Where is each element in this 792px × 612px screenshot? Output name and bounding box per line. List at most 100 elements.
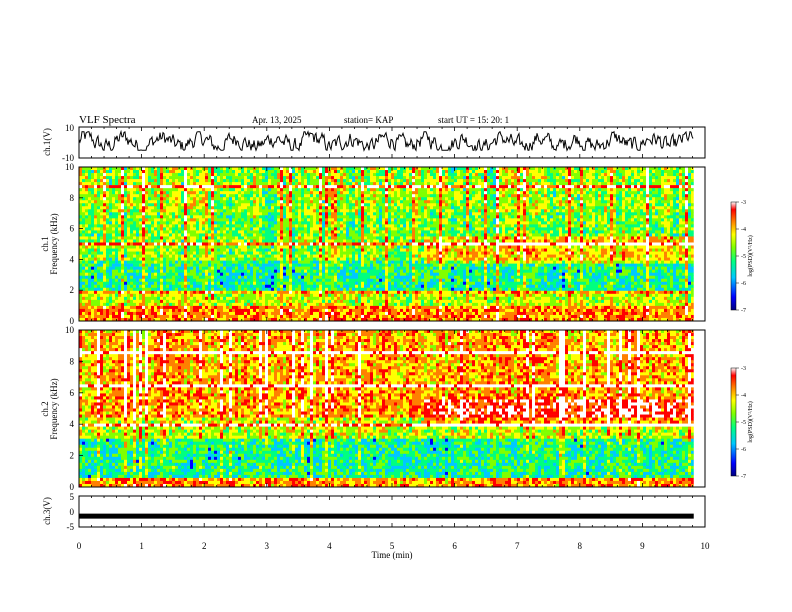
spectrogram-cell (529, 185, 532, 188)
spectrogram-cell (277, 170, 280, 173)
spectrogram-cell (535, 170, 538, 173)
spectrogram-cell (415, 197, 418, 200)
spectrogram-cell (322, 179, 325, 182)
spectrogram-cell (214, 191, 217, 194)
spectrogram-cell (286, 176, 289, 179)
spectrogram-cell (604, 194, 607, 197)
spectrogram-cell (571, 185, 574, 188)
spectrogram-cell (343, 191, 346, 194)
spectrogram-cell (85, 191, 88, 194)
spectrogram-cell (619, 191, 622, 194)
spectrogram-cell (421, 176, 424, 179)
spectrogram-cell (145, 176, 148, 179)
spectrogram-cell (616, 176, 619, 179)
spectrogram-cell (331, 197, 334, 200)
spectrogram-cell (379, 191, 382, 194)
spectrogram-cell (226, 197, 229, 200)
spectrogram-cell (517, 197, 520, 200)
spectrogram-cell (91, 185, 94, 188)
spectrogram-cell (346, 176, 349, 179)
spectrogram-cell (622, 185, 625, 188)
spectrogram-cell (424, 182, 427, 185)
spectrogram-cell (673, 182, 676, 185)
spectrogram-cell (628, 176, 631, 179)
spectrogram-cell (346, 185, 349, 188)
spectrogram-cell (547, 182, 550, 185)
spectrogram-cell (94, 194, 97, 197)
spectrogram-cell (430, 179, 433, 182)
spectrogram-cell (445, 194, 448, 197)
spectrogram-cell (481, 191, 484, 194)
spectrogram-cell (268, 197, 271, 200)
ch1-ylabel: ch.1(V) (42, 128, 52, 156)
spectrogram-cell (628, 179, 631, 182)
spectrogram-cell (661, 185, 664, 188)
spectrogram-cell (187, 194, 190, 197)
spectrogram-cell (172, 191, 175, 194)
spectrogram-cell (91, 173, 94, 176)
spectrogram-cell (640, 194, 643, 197)
spectrogram-cell (85, 197, 88, 200)
spectrogram-cell (337, 185, 340, 188)
spectrogram-cell (505, 194, 508, 197)
spectrogram-cell (151, 170, 154, 173)
spectrogram-cell (421, 188, 424, 191)
spectrogram-cell (112, 179, 115, 182)
spectrogram-cell (97, 179, 100, 182)
spectrogram-cell (295, 197, 298, 200)
spectrogram-cell (667, 170, 670, 173)
spectrogram-cell (241, 170, 244, 173)
spectrogram-cell (556, 182, 559, 185)
spectrogram-cell (130, 176, 133, 179)
spectrogram-cell (268, 194, 271, 197)
spectrogram-cell (85, 179, 88, 182)
spectrogram-cell (436, 197, 439, 200)
spectrogram-cell (316, 179, 319, 182)
spectrogram-cell (481, 179, 484, 182)
spectrogram-cell (556, 185, 559, 188)
spectrogram-cell (412, 173, 415, 176)
spectrogram-cell (280, 170, 283, 173)
spectrogram-cell (643, 191, 646, 194)
spectrogram-cell (430, 197, 433, 200)
spectrogram-cell (337, 188, 340, 191)
spectrogram-cell (211, 197, 214, 200)
spectrogram-cell (529, 176, 532, 179)
spectrogram-cell (664, 179, 667, 182)
spectrogram-cell (340, 179, 343, 182)
spectrogram-cell (106, 173, 109, 176)
spectrogram-cell (442, 170, 445, 173)
spectrogram-cell (247, 194, 250, 197)
spectrogram-cell (493, 170, 496, 173)
spectrogram-cell (100, 170, 103, 173)
spectrogram-cell (109, 173, 112, 176)
spectrogram-cell (571, 197, 574, 200)
spectrogram-cell (538, 173, 541, 176)
spectrogram-cell (145, 173, 148, 176)
spectrogram-cell (277, 173, 280, 176)
spectrogram-cell (340, 170, 343, 173)
spectrogram-cell (682, 170, 685, 173)
spectrogram-cell (355, 173, 358, 176)
spectrogram-cell (622, 179, 625, 182)
spectrogram-cell (202, 185, 205, 188)
spectrogram-cell (610, 170, 613, 173)
spectrogram-cell (580, 173, 583, 176)
spectrogram-cell (463, 197, 466, 200)
spectrogram-cell (349, 173, 352, 176)
spectrogram-cell (508, 185, 511, 188)
spectrogram-cell (439, 197, 442, 200)
spectrogram-cell (553, 191, 556, 194)
spectrogram-cell (544, 197, 547, 200)
spectrogram-cell (178, 188, 181, 191)
spectrogram-cell (118, 176, 121, 179)
spectrogram-cell (382, 176, 385, 179)
spectrogram-cell (367, 170, 370, 173)
spectrogram-cell (217, 173, 220, 176)
spectrogram-cell (631, 179, 634, 182)
spectrogram-cell (466, 188, 469, 191)
spectrogram-cell (646, 191, 649, 194)
spectrogram-cell (481, 176, 484, 179)
spectrogram-cell (349, 179, 352, 182)
spectrogram-cell (571, 182, 574, 185)
